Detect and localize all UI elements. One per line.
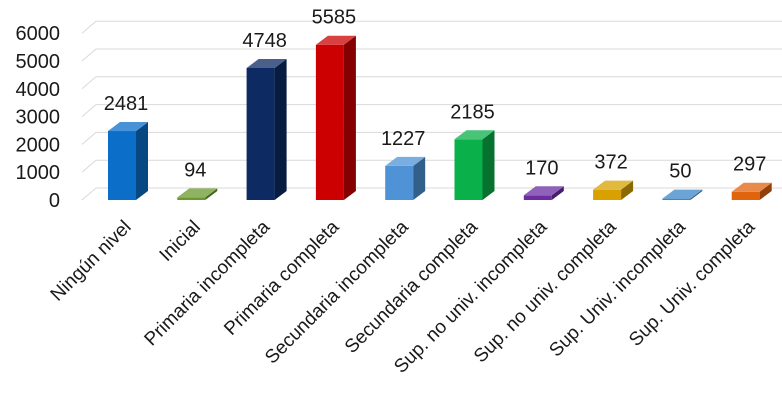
gridline [81, 20, 782, 34]
data-labels: 2481 94 4748 5585 1227 2185 170 372 50 297 [104, 7, 767, 183]
y-tick-label: 5000 [16, 51, 61, 73]
bar [454, 130, 495, 200]
category-label: Sup. Univ. completa [625, 216, 759, 350]
gridlines [81, 20, 782, 201]
category-label: Sup. no univ. completa [470, 216, 621, 367]
category-label: Primaria incompleta [141, 216, 275, 350]
data-label: 2185 [450, 101, 495, 123]
data-label: 50 [669, 161, 691, 183]
y-tick-label: 6000 [16, 23, 61, 45]
gridline [81, 76, 782, 90]
category-label: Secundaria completa [341, 216, 482, 357]
y-tick-label: 2000 [16, 134, 61, 156]
data-label: 170 [525, 157, 558, 179]
y-tick-label: 1000 [16, 162, 61, 184]
bar [108, 122, 148, 200]
bar [385, 156, 426, 200]
bar [523, 186, 564, 200]
bar [731, 182, 772, 200]
bar [246, 59, 287, 200]
bar [662, 189, 703, 200]
data-label: 94 [184, 159, 206, 181]
category-label: Sup. Univ. incompleta [545, 216, 690, 361]
data-label: 1227 [381, 128, 426, 150]
bar [177, 188, 218, 200]
category-label: Ningún nivel [47, 217, 136, 306]
category-label: Primaria completa [220, 216, 343, 339]
data-label: 4748 [242, 30, 287, 52]
gridline [81, 159, 782, 173]
y-tick-label: 0 [49, 190, 60, 212]
gridline [81, 48, 782, 62]
bar [315, 35, 356, 200]
y-tick-label: 3000 [16, 107, 61, 129]
data-label: 2481 [104, 93, 149, 115]
gridline [81, 131, 782, 145]
data-label: 5585 [312, 7, 357, 29]
data-label: 297 [733, 154, 766, 176]
data-label: 372 [594, 152, 627, 174]
y-tick-label: 4000 [16, 79, 61, 101]
bars [108, 35, 772, 200]
bar [593, 180, 634, 200]
category-label: Inicial [156, 217, 205, 266]
y-axis-ticks: 0 1000 2000 3000 4000 5000 6000 [16, 23, 61, 212]
gridline [81, 104, 782, 117]
